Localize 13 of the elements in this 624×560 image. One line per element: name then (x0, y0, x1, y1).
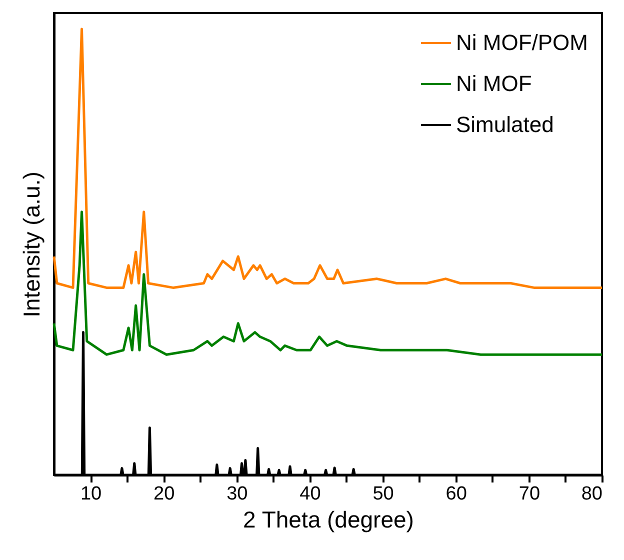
legend-label: Ni MOF/POM (456, 30, 588, 55)
x-tick-label: 80 (581, 484, 602, 504)
x-tick-label: 30 (226, 484, 248, 504)
x-tick-label: 40 (300, 484, 321, 504)
x-axis-title: 2 Theta (degree) (243, 506, 414, 532)
legend-label: Ni MOF (456, 71, 532, 96)
x-tick-label: 70 (518, 484, 540, 504)
x-tick-label: 50 (372, 484, 394, 504)
x-tick-label: 10 (80, 484, 102, 504)
legend-label: Simulated (456, 112, 554, 137)
x-tick-label: 60 (446, 484, 467, 504)
x-tick-label: 20 (154, 484, 175, 504)
y-axis-title: Intensity (a.u.) (18, 172, 44, 318)
